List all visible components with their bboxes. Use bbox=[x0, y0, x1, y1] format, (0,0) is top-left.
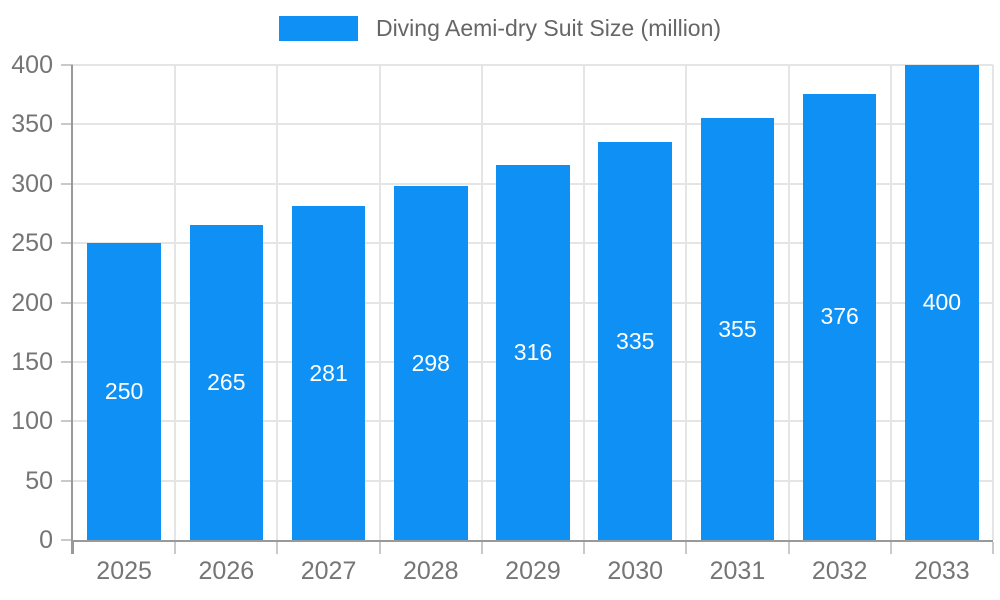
x-tick-label: 2033 bbox=[914, 557, 970, 585]
x-axis-line bbox=[71, 540, 993, 542]
bar: 265 bbox=[189, 225, 264, 540]
y-tick bbox=[61, 479, 73, 482]
x-tick bbox=[276, 542, 279, 554]
bar-value-label: 335 bbox=[616, 327, 655, 354]
bar: 355 bbox=[700, 118, 775, 540]
x-tick bbox=[787, 542, 790, 554]
grid-line-h bbox=[73, 64, 993, 66]
bar-value-label: 298 bbox=[411, 349, 450, 376]
bar-value-label: 265 bbox=[207, 369, 246, 396]
grid-line-v bbox=[583, 65, 586, 540]
bar-value-label: 376 bbox=[820, 303, 859, 330]
x-tick bbox=[72, 542, 74, 554]
legend-label: Diving Aemi-dry Suit Size (million) bbox=[375, 15, 722, 41]
grid-line-v bbox=[480, 65, 483, 540]
y-tick-label: 300 bbox=[11, 169, 53, 198]
y-tick bbox=[61, 420, 73, 423]
bar: 335 bbox=[598, 142, 673, 540]
x-tick-label: 2030 bbox=[607, 557, 664, 585]
x-tick-label: 2032 bbox=[811, 557, 868, 585]
y-tick-label: 350 bbox=[11, 110, 53, 139]
x-tick bbox=[174, 542, 177, 554]
legend-swatch bbox=[278, 16, 358, 41]
y-tick-label: 150 bbox=[11, 347, 53, 376]
bar: 250 bbox=[87, 243, 161, 540]
y-tick bbox=[61, 301, 73, 304]
y-tick bbox=[61, 123, 73, 126]
grid-line-v bbox=[992, 65, 994, 540]
x-tick-label: 2027 bbox=[300, 557, 357, 585]
x-tick bbox=[685, 542, 688, 554]
bar: 298 bbox=[393, 186, 468, 540]
x-tick bbox=[992, 542, 994, 554]
x-tick-label: 2031 bbox=[709, 557, 766, 585]
chart-legend-item[interactable]: Diving Aemi-dry Suit Size (million) bbox=[0, 16, 1000, 41]
x-tick bbox=[480, 542, 483, 554]
y-tick-label: 400 bbox=[11, 51, 53, 79]
bar: 400 bbox=[905, 65, 979, 540]
x-tick-label: 2025 bbox=[96, 557, 152, 585]
x-tick bbox=[378, 542, 381, 554]
grid-line-v bbox=[174, 65, 177, 540]
grid-line-v bbox=[276, 65, 279, 540]
y-tick-label: 50 bbox=[25, 466, 53, 495]
bar: 376 bbox=[802, 93, 877, 540]
grid-line-h bbox=[73, 123, 993, 126]
y-tick bbox=[61, 242, 73, 245]
y-tick bbox=[61, 360, 73, 363]
grid-line-v bbox=[787, 65, 790, 540]
y-tick bbox=[61, 64, 73, 66]
x-tick bbox=[583, 542, 586, 554]
bar-value-label: 250 bbox=[104, 378, 144, 405]
y-tick bbox=[61, 539, 73, 541]
y-tick-label: 0 bbox=[39, 526, 53, 554]
y-tick-label: 200 bbox=[11, 288, 53, 317]
y-tick-label: 100 bbox=[11, 407, 53, 436]
x-tick-label: 2026 bbox=[198, 557, 255, 585]
y-tick bbox=[61, 182, 73, 185]
bar: 281 bbox=[291, 206, 366, 540]
grid-line-v bbox=[685, 65, 688, 540]
y-tick-label: 250 bbox=[11, 229, 53, 258]
bar-value-label: 281 bbox=[309, 359, 348, 386]
bar-value-label: 400 bbox=[922, 289, 962, 315]
x-tick-label: 2029 bbox=[505, 557, 561, 585]
grid-line-v bbox=[889, 65, 892, 540]
x-tick-label: 2028 bbox=[402, 557, 459, 585]
bar-value-label: 355 bbox=[718, 315, 757, 342]
grid-line-v bbox=[378, 65, 381, 540]
bar-value-label: 316 bbox=[513, 338, 553, 365]
x-tick bbox=[889, 542, 892, 554]
y-axis-line bbox=[71, 65, 73, 554]
bar: 316 bbox=[496, 164, 570, 540]
